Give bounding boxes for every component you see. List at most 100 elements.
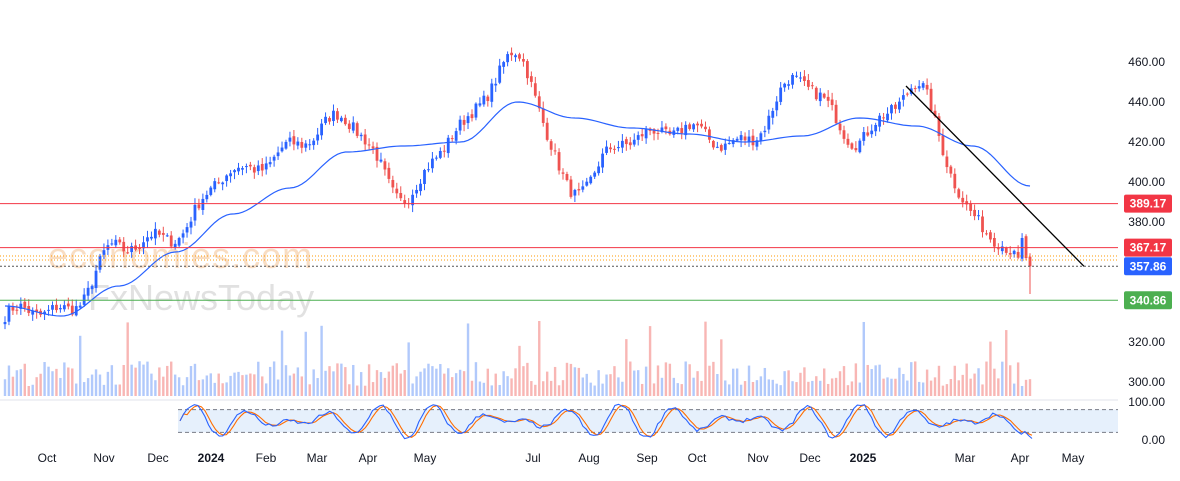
candle-body [901,95,905,100]
volume-bar [617,377,620,396]
horizontal-levels[interactable] [0,203,1118,301]
candle-body [830,99,834,106]
candle-body [514,55,517,58]
candle-body [565,174,569,181]
volume-bar [245,374,248,396]
candle-body [245,166,248,168]
candle-body [122,241,126,252]
volume-bar [640,383,644,396]
candle-body [59,308,62,310]
candle-body [858,140,862,153]
volume-bar [498,385,501,396]
volume-bar [288,375,292,396]
volume-bar [63,362,66,396]
volume-bar [803,367,806,396]
candle-body [561,172,565,174]
candle-body [328,117,331,122]
volume-bar [949,379,953,396]
volume-bar [1012,383,1016,396]
volume-bar [751,381,755,396]
candle-body [518,54,521,59]
volume-bar [993,368,996,396]
candle-body [787,84,790,86]
volume-bar [39,373,42,396]
time-tick-label: May [1062,451,1085,465]
time-tick-label: 2024 [198,451,225,465]
volume-bar [106,371,110,396]
price-tick-label: 460.00 [1128,55,1165,69]
volume-bar [577,367,581,396]
volume-bar [882,378,885,396]
volume-bar [118,384,121,396]
volume-bar [510,378,513,396]
volume-bar [823,368,826,396]
volume-bar [201,379,205,396]
descending-trendline[interactable] [905,85,1085,267]
candle-body [747,136,751,142]
candle-body [395,188,399,194]
candle-body [783,83,787,88]
candle-body [890,105,893,114]
candle-body [363,134,367,145]
volume-bar [989,341,992,396]
candle-body [715,146,719,148]
volume-bar [470,380,474,396]
volume-bar [494,373,497,396]
volume-bar [35,377,38,396]
candle-body [197,204,201,209]
time-tick-label: May [414,451,437,465]
volume-bar [969,378,972,396]
volume-bar [221,383,224,396]
level-badge-text: 389.17 [1130,197,1167,211]
volume-bar [280,330,284,396]
candle-body [779,87,783,102]
candle-body [11,306,15,311]
candle-body [312,140,316,146]
candle-body [217,182,221,184]
candle-body [977,215,980,217]
candle-body [118,239,122,243]
level-badges: 389.17 367.17 357.86 340.86 [1124,194,1172,310]
candle-body [961,197,965,203]
volume-bar [308,384,311,396]
candle-body [126,252,130,254]
candle-body [862,132,866,141]
volume-bar [597,370,600,396]
volume-bar [78,335,82,396]
volume-bar [755,380,759,396]
candle-body [886,113,889,121]
volume-bar [917,381,921,396]
candle-body [423,169,426,185]
volume-bar [122,365,125,396]
candle-body [644,128,648,139]
candle-body [237,167,240,172]
volume-bar [209,373,212,396]
candle-body [755,140,759,147]
candle-body [502,62,506,67]
candle-body [462,119,466,125]
candle-body [1016,251,1020,258]
volume-bar [1028,379,1032,396]
volume-bar [102,384,106,396]
volume-bar [826,383,830,396]
candle-body [613,148,616,150]
candle-body [47,309,50,311]
candle-body [684,124,688,136]
volume-bar [783,371,786,396]
volume-bar [253,374,256,396]
candle-body [680,128,684,134]
moving-average [4,101,1031,317]
candle-body [846,138,850,145]
price-tick-label: 420.00 [1128,135,1165,149]
trendline[interactable] [905,85,1085,267]
volume-bar [731,368,735,396]
volume-bar [59,377,62,396]
candle-body [284,141,288,149]
candle-body [431,158,434,169]
volume-bar [173,374,177,396]
volume-bar [19,369,23,396]
stoch-d-line [179,404,1033,438]
candle-body [288,137,292,142]
